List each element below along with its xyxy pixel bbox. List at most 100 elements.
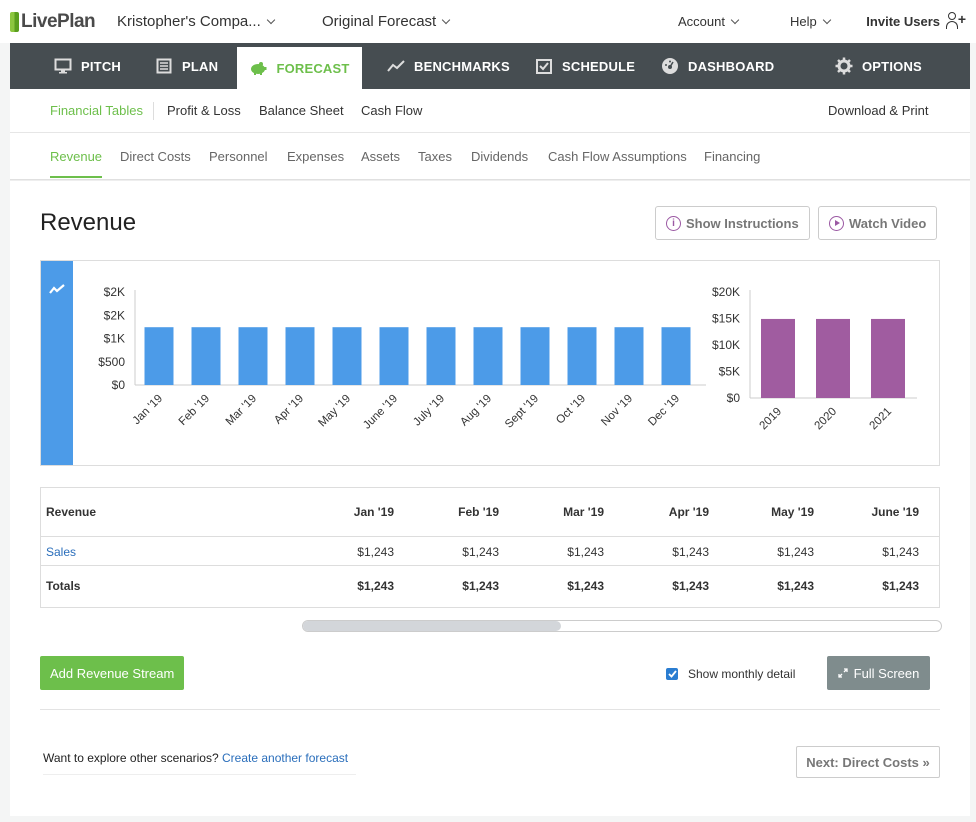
chart-toggle[interactable] (41, 261, 73, 465)
table-cell: $1,243 (882, 579, 919, 593)
chevron-down-icon (730, 15, 740, 25)
add-revenue-stream-button[interactable]: Add Revenue Stream (40, 656, 185, 690)
table-header-label: Revenue (46, 505, 97, 519)
add-user-icon: + (946, 12, 966, 30)
bar[interactable] (761, 318, 795, 398)
watch-video-label: Watch Video (849, 215, 927, 231)
table-cell: $1,243 (357, 545, 394, 559)
subnav-balance-sheet[interactable]: Balance Sheet (259, 103, 344, 118)
show-monthly-label: Show monthly detail (688, 667, 796, 681)
table-cell: $1,243 (672, 545, 709, 559)
watch-video-button[interactable]: Watch Video (818, 206, 938, 240)
nav-pitch-label: PITCH (81, 58, 121, 74)
gauge-icon (661, 58, 679, 74)
x-tick-label: Mar '19 (224, 393, 259, 428)
table-cell: $1,243 (462, 579, 499, 593)
table-cell: $1,243 (462, 545, 499, 559)
x-tick-label: 2021 (868, 406, 895, 433)
subnav-financial-tables[interactable]: Financial Tables (50, 103, 143, 118)
trend-line-icon (387, 58, 405, 74)
help-menu[interactable]: Help (790, 14, 831, 29)
tab-dividends[interactable]: Dividends (471, 149, 529, 164)
tab-revenue[interactable]: Revenue (50, 149, 103, 178)
bar[interactable] (238, 327, 268, 385)
brand-name: LivePlan (21, 11, 96, 32)
show-monthly-checkbox[interactable] (666, 668, 678, 680)
bar[interactable] (661, 327, 691, 385)
forecast-name: Original Forecast (322, 13, 437, 30)
bar[interactable] (816, 318, 850, 398)
tab-personnel[interactable]: Personnel (209, 149, 268, 164)
nav-pitch[interactable]: PITCH (54, 43, 121, 89)
nav-forecast[interactable]: FORECAST (237, 47, 362, 89)
scrollbar-thumb[interactable] (303, 621, 561, 631)
x-tick-label: Jan '19 (131, 393, 165, 427)
bar[interactable] (567, 327, 597, 385)
bar[interactable] (379, 327, 409, 385)
y-tick-label: $15K (712, 312, 740, 326)
subnav-profit-loss[interactable]: Profit & Loss (167, 103, 241, 118)
main-nav: PITCH PLAN FORECAST BENCHMARKS SCHEDULE … (10, 43, 970, 89)
nav-options[interactable]: OPTIONS (835, 43, 922, 89)
tab-taxes[interactable]: Taxes (418, 149, 452, 164)
revenue-chart: $0 $500 $1K $2K $2K Jan '19 Feb '19 Mar '19 Apr … (40, 260, 940, 466)
tab-assets[interactable]: Assets (361, 149, 401, 164)
download-print-link[interactable]: Download & Print (828, 103, 929, 118)
top-bar: LivePlan Kristopher's Compa... Original … (0, 0, 976, 43)
y-tick-label: $500 (98, 355, 125, 369)
revenue-table: Revenue Jan '19 Feb '19 Mar '19 Apr '19 … (40, 487, 940, 608)
nav-dashboard[interactable]: DASHBOARD (661, 43, 774, 89)
x-tick-label: Apr '19 (272, 393, 306, 427)
bar[interactable] (426, 327, 456, 385)
invite-users-button[interactable]: Invite Users + (866, 12, 966, 30)
column-header: June '19 (871, 505, 919, 519)
table-row: Totals $1,243 $1,243 $1,243 $1,243 $1,24… (41, 566, 939, 608)
x-tick-label: Nov '19 (599, 393, 635, 429)
subnav-cash-flow[interactable]: Cash Flow (361, 103, 423, 118)
bar[interactable] (191, 327, 221, 385)
x-tick-label: May '19 (316, 393, 353, 430)
logo-mark-icon (10, 12, 19, 32)
table-header-row: Revenue Jan '19 Feb '19 Mar '19 Apr '19 … (41, 488, 939, 537)
nav-plan[interactable]: PLAN (155, 43, 218, 89)
next-direct-costs-button[interactable]: Next: Direct Costs » (796, 746, 940, 778)
bar[interactable] (871, 318, 905, 398)
nav-schedule[interactable]: SCHEDULE (535, 43, 635, 89)
bar[interactable] (520, 327, 550, 385)
bar[interactable] (614, 327, 644, 385)
bar[interactable] (473, 327, 503, 385)
financial-subnav: Financial Tables Profit & Loss Balance S… (10, 89, 970, 133)
totals-label: Totals (46, 579, 81, 593)
show-instructions-button[interactable]: i Show Instructions (655, 206, 810, 240)
company-selector[interactable]: Kristopher's Compa... (117, 13, 276, 30)
bar[interactable] (332, 327, 362, 385)
x-tick-label: Aug '19 (458, 393, 494, 429)
account-menu[interactable]: Account (678, 14, 740, 29)
full-screen-button[interactable]: Full Screen (827, 656, 930, 690)
y-tick-label: $2K (104, 285, 125, 299)
tab-expenses[interactable]: Expenses (287, 149, 345, 164)
bar[interactable] (144, 327, 174, 385)
explore-text: Want to explore other scenarios? (43, 751, 219, 765)
liveplan-logo[interactable]: LivePlan (10, 10, 96, 34)
column-header: May '19 (771, 505, 814, 519)
nav-benchmarks[interactable]: BENCHMARKS (387, 43, 510, 89)
tab-cash-flow-assumptions[interactable]: Cash Flow Assumptions (548, 149, 687, 164)
create-forecast-link[interactable]: Create another forecast (222, 751, 349, 765)
chevron-down-icon (822, 15, 831, 25)
tab-direct-costs[interactable]: Direct Costs (120, 149, 191, 164)
expand-icon (837, 668, 848, 678)
nav-options-label: OPTIONS (862, 58, 922, 74)
bar[interactable] (285, 327, 315, 385)
y-tick-label: $0 (112, 378, 126, 392)
y-tick-label: $2K (104, 308, 125, 322)
y-tick-label: $0 (727, 391, 741, 405)
forecast-selector[interactable]: Original Forecast (322, 13, 451, 30)
sales-link[interactable]: Sales (46, 545, 77, 559)
tab-financing[interactable]: Financing (704, 149, 761, 164)
trend-icon (49, 284, 65, 294)
table-cell: $1,243 (777, 545, 814, 559)
document-icon (155, 58, 173, 74)
table-scrollbar[interactable] (302, 620, 942, 632)
table-cell: $1,243 (882, 545, 919, 559)
